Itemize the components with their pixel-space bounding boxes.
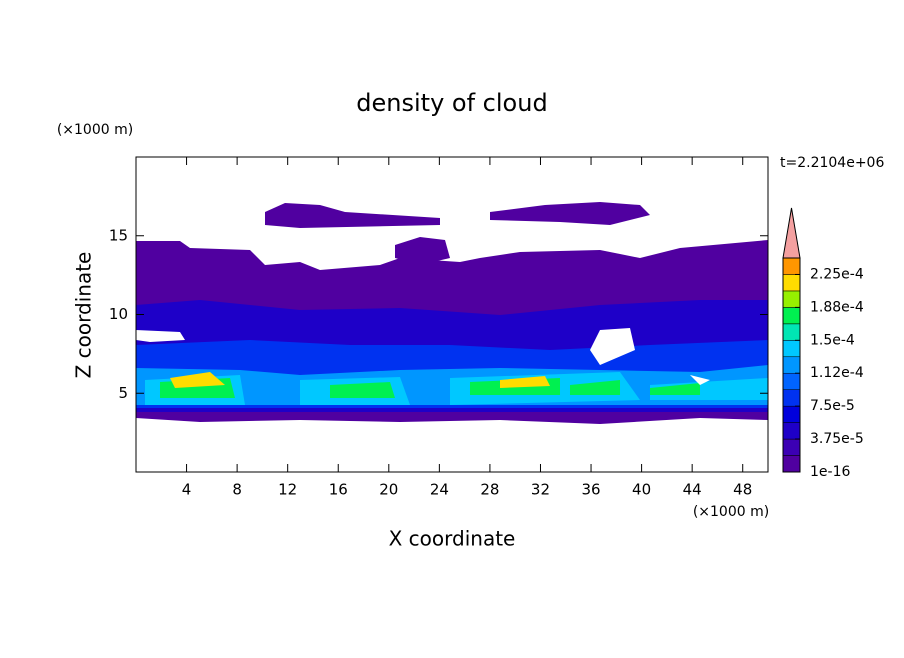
colorbar-band: [782, 290, 801, 308]
x-unit: (×1000 m): [693, 504, 769, 520]
contour-region: [395, 237, 450, 265]
colorbar-band: [782, 274, 801, 292]
x-axis-label: X coordinate: [389, 527, 516, 551]
contour-region: [500, 376, 550, 388]
time-annotation: t=2.2104e+06: [780, 155, 884, 171]
y-unit: (×1000 m): [57, 122, 133, 138]
y-tick-label: 5: [118, 384, 128, 402]
x-tick-label: 4: [182, 481, 192, 499]
contour-hole: [590, 328, 635, 365]
chart-title: density of cloud: [356, 89, 547, 117]
x-tick-label: 12: [278, 481, 297, 499]
x-tick-label: 32: [531, 481, 550, 499]
contour-region: [170, 372, 225, 388]
colorbar-tick-label: 1.88e-4: [810, 299, 864, 315]
colorbar-band: [782, 455, 801, 473]
contour-hole: [136, 330, 185, 342]
x-tick-label: 20: [379, 481, 398, 499]
colorbar-tick-label: 7.5e-5: [810, 398, 855, 414]
colorbar-tick-label: 1.12e-4: [810, 365, 864, 381]
contour-region: [650, 383, 700, 395]
colorbar-frame: [782, 257, 801, 473]
colorbar-band: [782, 340, 801, 358]
colorbar-band: [782, 257, 801, 275]
colorbar-tick-label: 1e-16: [810, 464, 850, 480]
contour-region: [490, 202, 650, 225]
contour-hole: [690, 375, 710, 385]
contour-region: [570, 380, 620, 395]
colorbar-band: [782, 356, 801, 374]
colorbar-tick-label: 1.5e-4: [810, 332, 855, 348]
contour-field: [136, 202, 768, 424]
x-tick-label: 44: [683, 481, 702, 499]
colorbar-tick-label: 2.25e-4: [810, 266, 864, 282]
colorbar-band: [782, 323, 801, 341]
x-tick-label: 16: [329, 481, 348, 499]
colorbar-band: [782, 422, 801, 440]
contour-region: [330, 382, 395, 398]
colorbar-tick-label: 3.75e-5: [810, 431, 864, 447]
y-tick-label: 10: [109, 305, 128, 323]
colorbar-band: [782, 389, 801, 407]
y-axis-label: Z coordinate: [72, 252, 96, 379]
x-tick-label: 40: [632, 481, 651, 499]
y-tick-label: 15: [109, 226, 128, 244]
colorbar-band: [782, 405, 801, 423]
x-tick-label: 48: [733, 481, 752, 499]
colorbar-band: [782, 372, 801, 390]
x-tick-label: 36: [581, 481, 600, 499]
x-tick-label: 28: [480, 481, 499, 499]
contour-region: [265, 203, 440, 228]
x-tick-label: 24: [430, 481, 449, 499]
colorbar-band: [782, 307, 801, 325]
colorbar-band: [782, 438, 801, 456]
x-tick-label: 8: [232, 481, 242, 499]
